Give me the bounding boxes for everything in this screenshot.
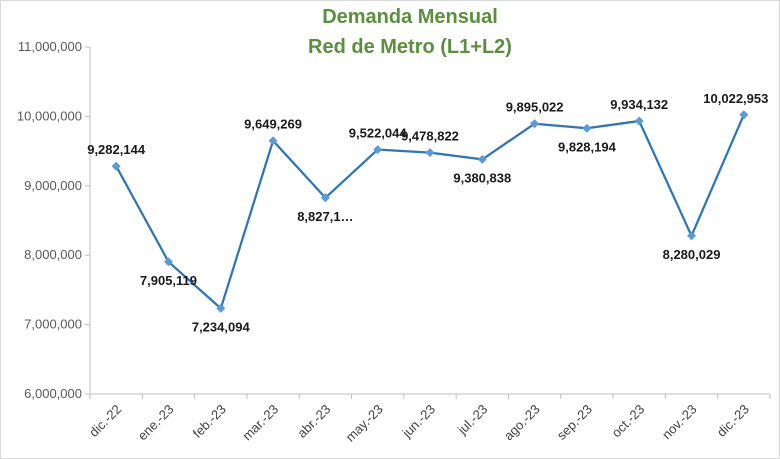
series-line bbox=[115, 114, 745, 310]
chart-title-block: Demanda Mensual Red de Metro (L1+L2) bbox=[0, 2, 780, 62]
x-tick-label: abr.-23 bbox=[294, 402, 333, 441]
data-point bbox=[320, 193, 330, 203]
x-tick-label: feb.-23 bbox=[190, 402, 229, 441]
data-label: 10,022,953 bbox=[703, 91, 768, 106]
data-label: 9,934,132 bbox=[610, 97, 668, 112]
data-label: 7,234,094 bbox=[192, 319, 251, 334]
x-tick-label: mar.-23 bbox=[239, 402, 281, 444]
x-tick-label: oct.-23 bbox=[609, 402, 648, 441]
x-tick-label: may.-23 bbox=[343, 402, 386, 445]
y-tick-label: 10,000,000 bbox=[17, 108, 82, 123]
data-point bbox=[163, 257, 173, 267]
data-point bbox=[634, 116, 644, 126]
data-label: 8,827,1… bbox=[297, 209, 353, 224]
data-point bbox=[530, 119, 540, 129]
data-label: 9,282,144 bbox=[87, 142, 146, 157]
data-label: 9,522,044 bbox=[349, 126, 408, 141]
x-tick-label: ene.-23 bbox=[135, 402, 177, 444]
data-label: 9,478,822 bbox=[401, 129, 459, 144]
data-point bbox=[582, 123, 592, 133]
y-tick-label: 11,000,000 bbox=[18, 39, 82, 54]
data-label: 9,895,022 bbox=[506, 100, 564, 115]
data-point bbox=[687, 231, 697, 241]
data-label: 7,905,119 bbox=[140, 273, 197, 288]
y-tick-label: 6,000,000 bbox=[24, 386, 82, 401]
x-tick-label: nov.-23 bbox=[659, 402, 700, 443]
x-tick-label: jul.-23 bbox=[454, 402, 490, 438]
data-point bbox=[268, 136, 278, 146]
data-label: 9,380,838 bbox=[453, 170, 511, 185]
data-point bbox=[111, 161, 121, 171]
chart-subtitle: Red de Metro (L1+L2) bbox=[308, 36, 512, 58]
data-label: 8,280,029 bbox=[663, 247, 721, 262]
data-point bbox=[216, 303, 226, 313]
data-point bbox=[477, 154, 487, 164]
chart-title: Demanda Mensual bbox=[322, 6, 498, 28]
data-point bbox=[425, 148, 435, 158]
y-tick-label: 9,000,000 bbox=[24, 178, 82, 193]
x-tick-label: ago.-23 bbox=[501, 402, 543, 444]
data-label: 9,828,194 bbox=[558, 139, 617, 154]
data-label: 9,649,269 bbox=[244, 117, 302, 132]
x-tick-label: sep.-23 bbox=[554, 402, 595, 443]
y-tick-label: 7,000,000 bbox=[24, 317, 82, 332]
data-point bbox=[373, 145, 383, 155]
x-tick-label: dic.-23 bbox=[714, 402, 752, 440]
y-tick-label: 8,000,000 bbox=[24, 247, 82, 262]
x-tick-label: jun.-23 bbox=[399, 402, 438, 441]
x-tick-label: dic.-22 bbox=[86, 402, 124, 440]
data-point bbox=[739, 110, 749, 120]
